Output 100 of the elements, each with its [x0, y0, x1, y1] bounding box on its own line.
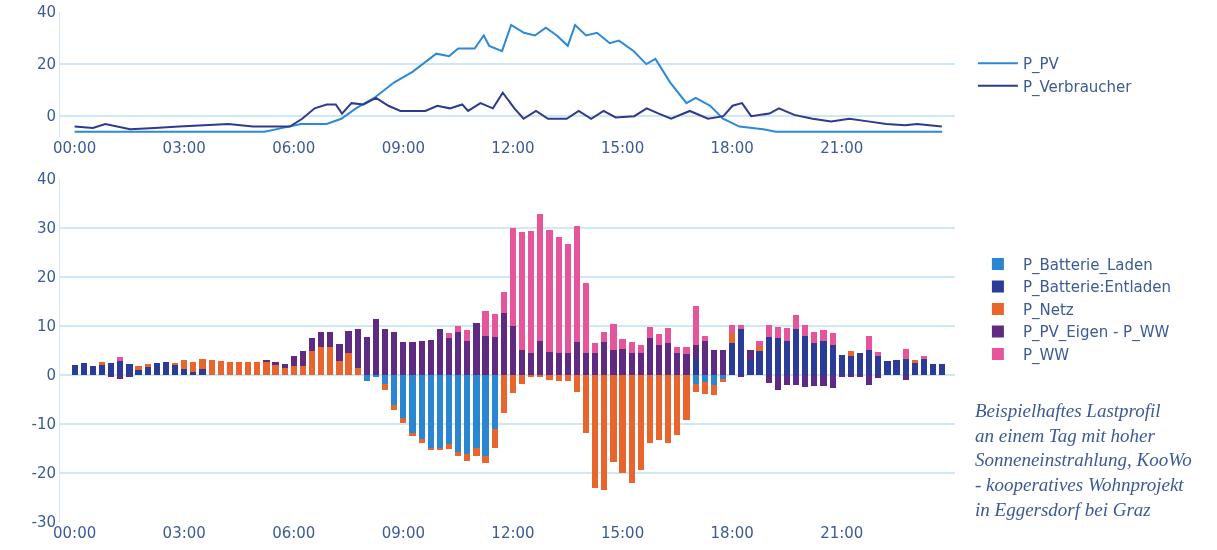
bar — [492, 337, 498, 375]
bar — [528, 353, 534, 375]
bar — [199, 359, 206, 369]
y-tick-label: 30 — [36, 219, 56, 238]
bar — [601, 375, 607, 490]
x-tick-label: 15:00 — [600, 524, 645, 542]
x-tick-label: 12:00 — [491, 139, 535, 157]
bar — [291, 366, 297, 375]
bar — [419, 439, 425, 443]
bar — [647, 327, 653, 338]
bar — [117, 361, 123, 375]
bar — [702, 336, 708, 341]
y-tick-label: 0 — [46, 366, 56, 385]
bar — [693, 345, 699, 358]
bar — [473, 375, 480, 448]
bar — [693, 306, 699, 345]
bar — [702, 382, 708, 394]
bar — [318, 332, 324, 347]
bar — [546, 230, 553, 352]
x-tick-label: 21:00 — [820, 139, 864, 157]
bar — [665, 375, 671, 443]
bar — [419, 375, 425, 439]
bar — [117, 357, 123, 361]
bar — [556, 375, 562, 381]
bar — [775, 338, 781, 375]
bar — [510, 326, 516, 375]
bar — [793, 315, 799, 329]
bar — [820, 330, 827, 341]
bar — [537, 341, 543, 375]
bar — [820, 375, 827, 386]
line-series — [73, 91, 943, 131]
bar — [300, 351, 306, 366]
bar — [345, 331, 352, 353]
bar — [519, 375, 525, 384]
bar — [830, 375, 836, 388]
bar — [391, 405, 397, 410]
bar — [245, 362, 251, 375]
bar — [446, 375, 452, 444]
bar — [519, 350, 525, 375]
bar — [336, 344, 343, 361]
bar — [455, 452, 461, 456]
x-tick-label: 06:00 — [272, 524, 316, 542]
bar — [638, 375, 644, 470]
bar — [473, 323, 480, 375]
bar — [546, 352, 553, 375]
bar — [893, 360, 900, 375]
bar — [437, 375, 443, 448]
bar — [99, 365, 105, 375]
bar — [409, 433, 416, 436]
bar — [327, 347, 333, 375]
bar — [665, 328, 671, 343]
bar — [930, 364, 936, 375]
y-tick-label: 40 — [36, 170, 56, 189]
bar — [117, 375, 123, 379]
bar — [108, 363, 114, 375]
y-tick-label: 20 — [36, 268, 56, 287]
bar — [126, 364, 133, 375]
bar — [711, 385, 717, 395]
bar — [720, 350, 726, 375]
bar — [345, 353, 352, 375]
bar — [391, 375, 397, 405]
x-tick-label: 21:00 — [820, 524, 864, 542]
bar — [190, 362, 196, 372]
bar — [492, 314, 498, 337]
bar — [775, 375, 781, 390]
bar — [921, 356, 927, 359]
bar — [318, 347, 324, 375]
x-tick-label: 18:00 — [710, 139, 754, 157]
bar — [409, 342, 416, 375]
bar — [866, 336, 872, 350]
bar — [263, 362, 270, 375]
bar — [565, 244, 571, 353]
bar — [702, 375, 708, 382]
bar — [227, 362, 233, 375]
bar — [683, 375, 690, 420]
bar — [592, 353, 598, 375]
bar — [793, 375, 799, 385]
bar — [446, 444, 452, 449]
bar — [382, 329, 388, 375]
bar — [291, 356, 297, 366]
bar — [336, 361, 343, 375]
bar — [482, 336, 489, 375]
y-tick-label: 40 — [36, 3, 56, 22]
bar — [866, 375, 872, 385]
x-tick-label: 09:00 — [381, 139, 426, 157]
bar — [135, 370, 142, 375]
bar — [738, 329, 744, 375]
bar — [903, 349, 909, 359]
bar — [756, 346, 763, 351]
bar — [99, 362, 105, 365]
bar — [802, 336, 808, 375]
y-tick-label: -10 — [31, 415, 56, 434]
bar — [282, 364, 288, 368]
bar — [282, 368, 288, 375]
bar — [81, 363, 87, 375]
bar — [528, 231, 534, 353]
bar — [683, 354, 690, 375]
legend-label: P_Netz — [1022, 300, 1074, 320]
bar — [610, 350, 617, 375]
bar — [364, 375, 370, 381]
